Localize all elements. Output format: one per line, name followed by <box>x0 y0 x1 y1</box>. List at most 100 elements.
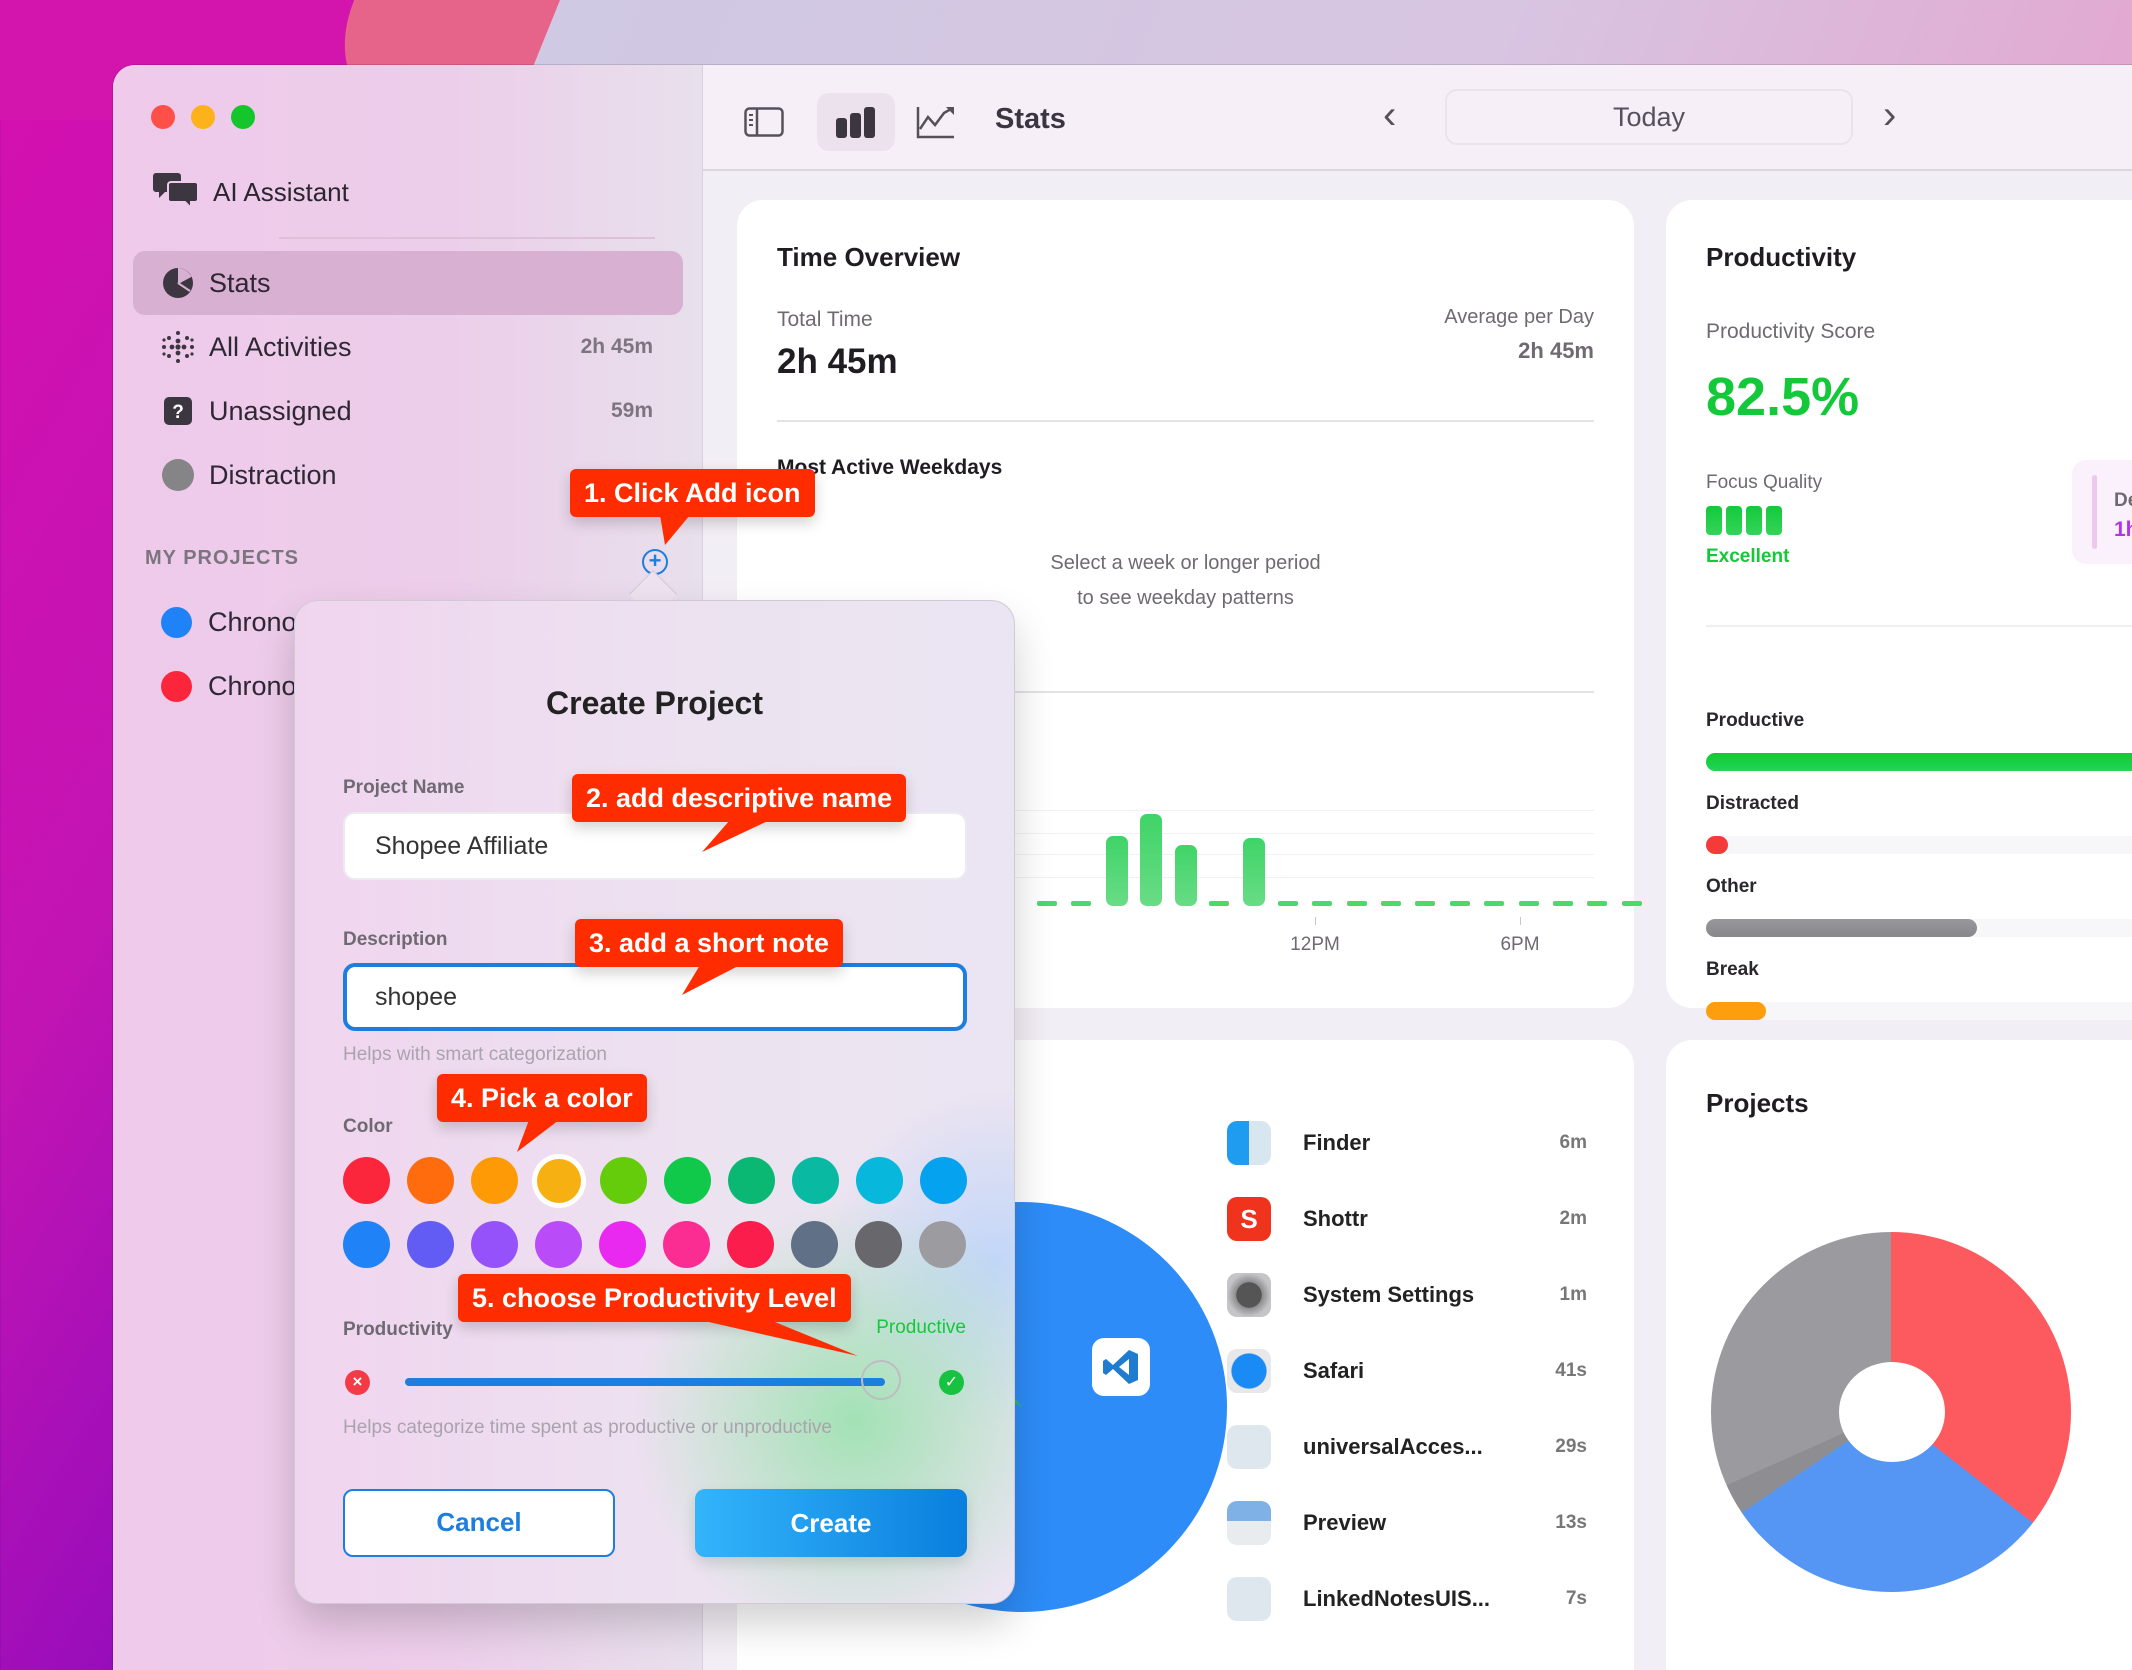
app-duration: 6m <box>1559 1132 1587 1153</box>
color-swatch[interactable] <box>792 1157 839 1204</box>
color-swatch[interactable] <box>856 1157 903 1204</box>
callout-tail <box>702 820 770 852</box>
total-time-value: 2h 45m <box>777 342 898 381</box>
color-swatch[interactable] <box>343 1221 390 1268</box>
color-swatch[interactable] <box>728 1157 775 1204</box>
app-duration: 2m <box>1559 1208 1587 1229</box>
hour-empty-marker <box>1277 901 1298 906</box>
zoom-window-button[interactable] <box>231 105 255 129</box>
app-list-item[interactable]: S Shottr 2m <box>1227 1189 1587 1249</box>
project-label: Chrono <box>208 671 297 701</box>
projects-donut-chart <box>1711 1232 2071 1592</box>
hour-empty-marker <box>1449 901 1470 906</box>
app-duration: 13s <box>1555 1512 1587 1533</box>
color-swatch[interactable] <box>407 1157 454 1204</box>
shottr-icon: S <box>1227 1197 1271 1241</box>
color-swatch[interactable] <box>535 1221 582 1268</box>
color-swatch[interactable] <box>664 1157 711 1204</box>
productive-label: Productive <box>1706 710 1805 731</box>
x-tick-label: 6PM <box>1500 934 1540 955</box>
callout-step-5: 5. choose Productivity Level <box>458 1274 851 1322</box>
color-swatch[interactable] <box>919 1221 966 1268</box>
color-swatch[interactable] <box>727 1221 774 1268</box>
app-list-item[interactable]: LinkedNotesUIS... 7s <box>1227 1569 1587 1629</box>
trend-chart-icon[interactable] <box>897 93 975 151</box>
grid-line <box>997 810 1594 811</box>
project-name-input[interactable] <box>343 812 967 880</box>
accent-bar <box>2092 475 2097 549</box>
productive-bar <box>1706 753 2132 771</box>
color-swatch[interactable] <box>920 1157 967 1204</box>
color-swatch[interactable] <box>343 1157 390 1204</box>
grid-line <box>997 877 1594 878</box>
app-list-item[interactable]: Preview 13s <box>1227 1493 1587 1553</box>
hour-empty-marker <box>1553 901 1573 906</box>
app-name: universalAcces... <box>1303 1434 1483 1459</box>
date-range-button[interactable]: Today <box>1445 89 1853 145</box>
deep-work-tile: De 1h <box>2072 460 2132 564</box>
sidebar-item-all-activities[interactable]: All Activities 2h 45m <box>133 315 683 379</box>
sidebar-item-stats[interactable]: Stats <box>133 251 683 315</box>
color-swatch[interactable] <box>600 1157 647 1204</box>
color-swatch[interactable] <box>855 1221 902 1268</box>
hour-empty-marker <box>1037 901 1057 906</box>
bar-chart-icon[interactable] <box>817 93 895 151</box>
color-swatch[interactable] <box>599 1221 646 1268</box>
color-swatch[interactable] <box>471 1157 518 1204</box>
dots-grid-icon <box>161 330 195 364</box>
weekday-empty-hint: Select a week or longer period to see we… <box>737 546 1634 616</box>
color-swatch[interactable] <box>537 1159 581 1203</box>
project-label: Chrono <box>208 607 297 637</box>
cancel-button[interactable]: Cancel <box>343 1489 615 1557</box>
deep-work-value: 1h <box>2114 518 2132 541</box>
sidebar-project-item[interactable]: Chrono <box>161 607 297 638</box>
card-title: Projects <box>1706 1088 1809 1118</box>
color-swatch[interactable] <box>663 1221 710 1268</box>
preview-icon <box>1227 1501 1271 1545</box>
hour-empty-marker <box>1209 901 1229 906</box>
question-square-icon: ? <box>161 394 195 428</box>
toolbar: Stats ‹ Today › <box>703 65 2132 171</box>
close-window-button[interactable] <box>151 105 175 129</box>
sidebar-item-unassigned[interactable]: ? Unassigned 59m <box>133 379 683 443</box>
divider <box>777 420 1594 422</box>
app-name: Safari <box>1303 1358 1365 1383</box>
chevron-right-icon[interactable]: › <box>1883 93 1897 137</box>
ai-assistant-button[interactable]: AI Assistant <box>153 170 349 215</box>
weekday-section-title: Most Active Weekdays <box>777 456 1003 479</box>
productive-check-icon: ✓ <box>939 1370 964 1395</box>
app-duration: 41s <box>1555 1360 1587 1381</box>
sidebar-item-distraction[interactable]: Distraction <box>133 443 683 507</box>
sidebar-project-item[interactable]: Chrono <box>161 671 297 702</box>
divider <box>1706 625 2132 627</box>
productivity-slider-knob[interactable] <box>861 1360 901 1400</box>
callout-step-1: 1. Click Add icon <box>570 469 815 517</box>
productivity-score-label: Productivity Score <box>1706 320 1876 343</box>
create-project-dialog: Create Project Project Name Description … <box>294 600 1015 1604</box>
chevron-left-icon[interactable]: ‹ <box>1383 93 1397 137</box>
card-title: Time Overview <box>777 242 961 272</box>
break-bar <box>1706 1002 2132 1020</box>
color-swatch[interactable] <box>407 1221 454 1268</box>
productivity-slider[interactable] <box>405 1378 885 1386</box>
color-swatch[interactable] <box>791 1221 838 1268</box>
sidebar-item-label: Distraction <box>209 459 337 490</box>
pie-chart-icon <box>161 266 195 300</box>
focus-quality-label: Focus Quality <box>1706 472 1823 493</box>
app-list-item[interactable]: universalAcces... 29s <box>1227 1417 1587 1477</box>
distracted-label: Distracted <box>1706 793 1799 814</box>
minimize-window-button[interactable] <box>191 105 215 129</box>
app-list-item[interactable]: Safari 41s <box>1227 1341 1587 1401</box>
card-title: Productivity <box>1706 242 1857 272</box>
app-list-item[interactable]: System Settings 1m <box>1227 1265 1587 1325</box>
app-list-item[interactable]: Finder 6m <box>1227 1113 1587 1173</box>
description-input[interactable] <box>343 963 967 1031</box>
distracted-bar <box>1706 836 2132 854</box>
sidebar-item-duration: 2h 45m <box>580 335 653 358</box>
create-button[interactable]: Create <box>695 1489 967 1557</box>
color-swatch[interactable] <box>471 1221 518 1268</box>
focus-quality-value: Excellent <box>1706 546 1790 567</box>
sidebar-toggle-icon[interactable] <box>725 93 803 151</box>
deep-work-label: De <box>2114 490 2132 511</box>
color-label: Color <box>343 1116 393 1137</box>
